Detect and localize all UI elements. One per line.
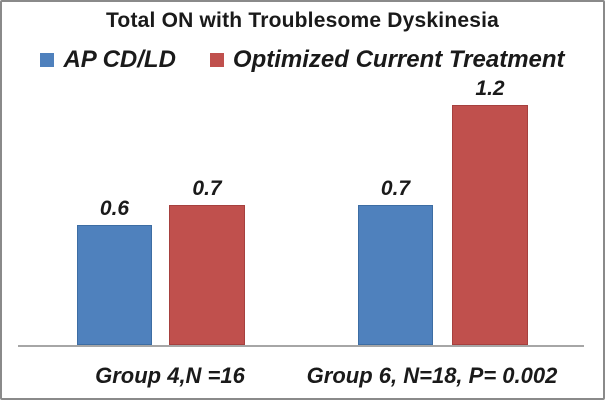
category-label-group6: Group 6, N=18, P= 0.002 [306,363,558,388]
legend-label-ap-cdld: AP CD/LD [63,46,176,73]
bar-value-label-optimized-current-treatment-group-1: 1.2 [475,77,505,100]
bar-optimized-current-treatment-group-1 [452,105,528,345]
bar-value-label-optimized-current-treatment-group-0: 0.7 [192,177,222,200]
bar-ap-cd-ld-group-1 [358,205,433,345]
category-label-group4: Group 4,N =16 [95,363,245,388]
legend-swatch-blue [40,53,55,67]
chart-title: Total ON with Troublesome Dyskinesia [105,9,500,32]
bar-ap-cd-ld-group-0 [77,225,152,345]
bar-value-label-ap-cd-ld-group-1: 0.7 [380,177,411,200]
bar-value-label-ap-cd-ld-group-0: 0.6 [99,197,130,220]
x-axis-line [18,345,584,347]
legend-label-optimized-current-treatment: Optimized Current Treatment [232,46,565,73]
legend-swatch-red [209,53,224,67]
legend-item-ap-cdld: AP CD/LD [40,46,176,74]
legend-item-optimized-current-treatment: Optimized Current Treatment [209,46,565,74]
chart-legend: AP CD/LD Optimized Current Treatment [2,46,603,74]
bar-optimized-current-treatment-group-0 [169,205,245,345]
